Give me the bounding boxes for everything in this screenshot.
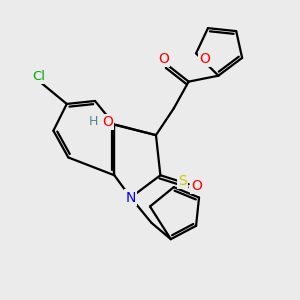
Text: O: O	[191, 179, 203, 193]
Text: S: S	[178, 174, 187, 188]
Text: O: O	[102, 115, 113, 129]
Text: H: H	[89, 115, 98, 128]
Text: Cl: Cl	[32, 70, 45, 83]
Text: O: O	[158, 52, 169, 66]
Text: O: O	[199, 52, 210, 66]
Text: N: N	[125, 190, 136, 205]
